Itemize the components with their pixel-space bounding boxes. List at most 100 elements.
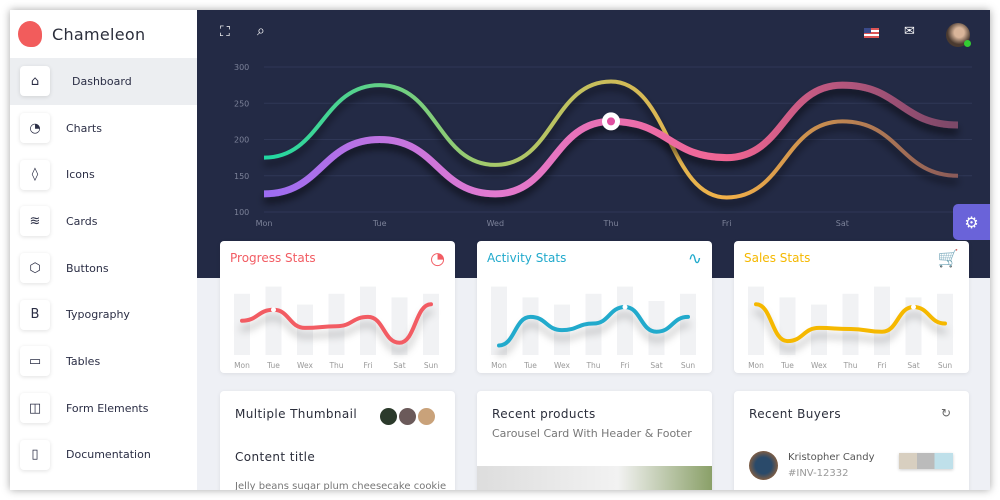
fullscreen-icon[interactable]: ⛶ [220, 24, 230, 40]
x-tick-label: Sat [650, 361, 662, 370]
buyer-invoice: #INV-12332 [788, 468, 849, 479]
background-bar [748, 286, 764, 355]
pie-chart-icon: ◔ [20, 113, 50, 144]
thumbnail-avatar[interactable] [378, 406, 399, 427]
x-tick-label: Sat [836, 219, 849, 228]
header-panel: ⛶ ⌕ ✉ 100 150 200 250 300 Mon Tue Wed Thu Fri Sat [197, 10, 990, 278]
x-tick-label: Thu [585, 361, 600, 370]
series-line[interactable] [497, 304, 690, 348]
sidebar-item-label: Icons [66, 168, 95, 182]
refresh-icon[interactable]: ↻ [940, 406, 951, 420]
sidebar-item-label: Form Elements [66, 401, 149, 415]
sidebar-item-icons[interactable]: ◊ Icons [10, 151, 197, 198]
series-line-1[interactable] [263, 79, 959, 200]
highlight-point-center [607, 117, 615, 126]
background-bar [648, 301, 665, 355]
thumbnail-avatar[interactable] [416, 406, 437, 427]
background-bar [491, 286, 507, 355]
sidebar-item-typography[interactable]: B Typography [10, 291, 197, 338]
mini-line-chart: Mon Tue Wex Thu Fri Sat Sun [748, 286, 953, 370]
x-tick-label: Wed [487, 219, 504, 228]
highlight-point[interactable] [271, 307, 276, 313]
activity-icon[interactable]: ∿ [687, 249, 702, 269]
sidebar-item-dashboard[interactable]: ⌂ Dashboard [10, 58, 197, 105]
card-subtitle: Carousel Card With Header & Footer [492, 427, 692, 440]
background-bar [842, 293, 859, 355]
buyer-avatar [749, 451, 778, 480]
sales-stats-card: Sales Stats 🛒 Mon Tue Wex Thu Fri Sat Sun [734, 241, 969, 373]
y-tick-label: 300 [234, 63, 249, 72]
x-tick-label: Tue [372, 219, 387, 228]
x-tick-label: Sun [938, 361, 953, 370]
mail-icon[interactable]: ✉ [904, 24, 915, 39]
us-flag-icon[interactable] [864, 28, 879, 38]
home-icon: ⌂ [20, 66, 50, 97]
thumbnail-avatar[interactable] [397, 406, 418, 427]
app-name: Chameleon [52, 24, 146, 44]
background-bar [617, 286, 633, 355]
online-status-dot [964, 40, 971, 47]
mini-line-chart: Mon Tue Wex Thu Fri Sat Sun [234, 286, 439, 370]
y-tick-label: 200 [234, 136, 249, 145]
sidebar-item-documentation[interactable]: ▯ Documentation [10, 432, 197, 479]
product-carousel-image[interactable] [477, 466, 712, 490]
droplet-icon: ◊ [20, 159, 50, 190]
x-tick-label: Sat [393, 361, 405, 370]
buyer-name[interactable]: Kristopher Candy [788, 452, 875, 463]
sidebar-item-label: Buttons [66, 261, 109, 275]
card-title: Recent Buyers [749, 407, 841, 421]
layers-icon: ≋ [20, 206, 50, 237]
x-tick-label: Thu [328, 361, 343, 370]
sidebar-item-form-elements[interactable]: ◫ Form Elements [10, 385, 197, 432]
content-title: Content title [235, 450, 316, 464]
mini-line-chart: Mon Tue Wex Thu Fri Sat Sun [491, 286, 696, 370]
x-tick-label: Mon [748, 361, 764, 370]
card-title: Recent products [492, 407, 596, 421]
background-bar [905, 297, 922, 355]
book-icon: ▯ [20, 439, 50, 470]
highlight-point[interactable] [622, 304, 628, 310]
shopping-cart-icon[interactable]: 🛒 [937, 249, 959, 269]
user-avatar[interactable] [946, 23, 971, 47]
x-tick-label: Wex [297, 361, 313, 370]
background-bar [522, 297, 539, 355]
box-icon: ⬡ [20, 253, 50, 284]
pie-chart-icon[interactable]: ◔ [430, 249, 445, 269]
x-tick-label: Mon [234, 361, 250, 370]
sidebar: Chameleon ⌂ Dashboard ◔ Charts ◊ Icons ≋ Cards ⬡… [10, 10, 197, 490]
search-icon[interactable]: ⌕ [257, 23, 265, 39]
sidebar-item-label: Dashboard [72, 74, 132, 88]
background-bar [265, 286, 282, 355]
x-tick-label: Mon [491, 361, 507, 370]
y-tick-label: 150 [234, 172, 249, 181]
sidebar-item-label: Tables [66, 354, 101, 368]
main-line-chart: 100 150 200 250 300 Mon Tue Wed Thu Fri Sat [234, 63, 972, 228]
sidebar-item-buttons[interactable]: ⬡ Buttons [10, 245, 197, 292]
highlight-point[interactable] [911, 304, 916, 310]
y-tick-label: 250 [234, 99, 249, 108]
sidebar-item-tables[interactable]: ▭ Tables [10, 338, 197, 385]
recent-products-card: Recent products Carousel Card With Heade… [477, 391, 712, 490]
x-tick-label: Fri [722, 219, 732, 228]
card-title: Activity Stats [487, 251, 567, 265]
background-bar [391, 297, 408, 355]
x-tick-label: Fri [364, 361, 373, 370]
sidebar-item-cards[interactable]: ≋ Cards [10, 198, 197, 245]
thumbnail-group [378, 406, 437, 431]
card-title: Progress Stats [230, 251, 316, 265]
layout-icon: ◫ [20, 393, 50, 424]
recent-buyers-card: Recent Buyers ↻ Kristopher Candy #INV-12… [734, 391, 969, 490]
settings-gear-button[interactable]: ⚙ [953, 204, 990, 240]
background-bar [680, 293, 696, 355]
brand[interactable]: Chameleon [10, 10, 197, 58]
x-tick-label: Thu [602, 219, 618, 228]
y-tick-label: 100 [234, 208, 249, 217]
card-title: Sales Stats [744, 251, 811, 265]
x-tick-label: Sun [681, 361, 696, 370]
sidebar-item-label: Typography [66, 308, 130, 322]
x-tick-label: Sat [907, 361, 919, 370]
sidebar-item-charts[interactable]: ◔ Charts [10, 105, 197, 152]
x-tick-label: Thu [842, 361, 857, 370]
x-tick-label: Sun [424, 361, 439, 370]
background-bar [423, 293, 439, 355]
